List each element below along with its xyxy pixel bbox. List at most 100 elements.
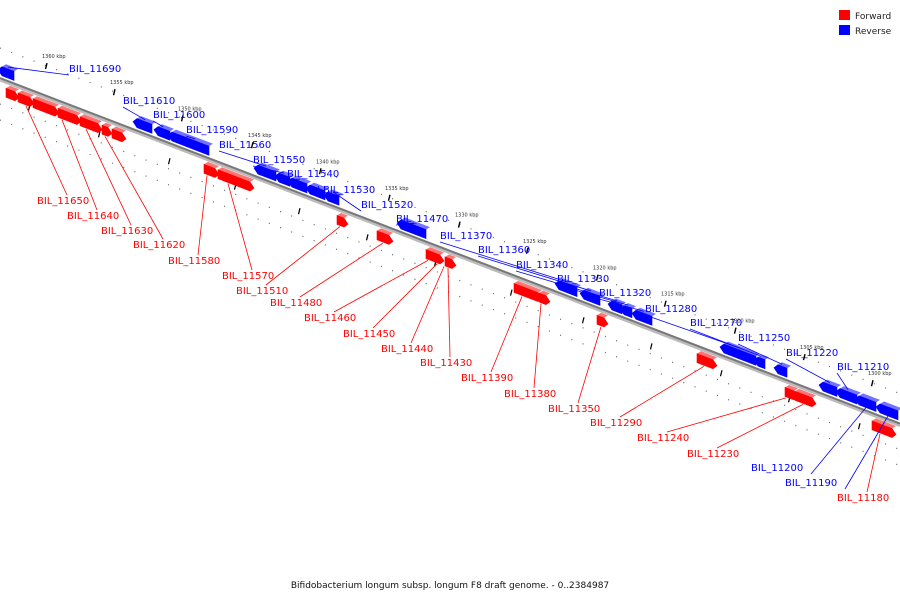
forward-gene-glyph — [425, 247, 445, 265]
leader-line — [317, 185, 324, 197]
forward-gene-label: BIL_11450 — [343, 329, 395, 340]
leader-line — [25, 105, 68, 196]
reverse-gene-label: BIL_11530 — [323, 185, 375, 196]
forward-gene-glyph — [444, 254, 457, 269]
kbp-label: 1355 kbp — [110, 80, 134, 86]
dotted-track — [0, 119, 900, 467]
reverse-gene-label: BIL_11280 — [645, 304, 697, 315]
labels-layer: BIL_11690 BIL_11610 BIL_11600 BIL_11590 BIL_… — [7, 64, 889, 504]
reverse-gene-label: BIL_11340 — [516, 260, 568, 271]
backbone-line — [0, 77, 900, 425]
forward-gene-glyph — [696, 351, 718, 370]
leader-line — [332, 191, 362, 212]
forward-gene-glyph — [5, 85, 20, 102]
leader-line — [598, 298, 645, 312]
forward-gene-glyph — [101, 122, 113, 137]
minor-tick — [857, 423, 861, 430]
kbp-tick — [870, 380, 874, 387]
minor-tick — [719, 370, 723, 377]
reverse-gene-label: BIL_11320 — [599, 288, 651, 299]
reverse-gene-label: BIL_11590 — [186, 125, 238, 136]
leader-line — [533, 303, 542, 389]
leader-line — [333, 260, 429, 313]
leader-line — [372, 263, 438, 329]
dotted-track — [0, 103, 900, 451]
minor-tick — [297, 208, 301, 215]
leader-line — [577, 326, 602, 404]
reverse-gene-label: BIL_11270 — [690, 318, 742, 329]
genes-layer — [0, 64, 900, 438]
kbp-tick — [733, 327, 737, 334]
legend-reverse-swatch — [839, 25, 850, 35]
reverse-gene-label: BIL_11470 — [396, 214, 448, 225]
reverse-gene-label: BIL_11600 — [153, 110, 205, 121]
kbp-label: 1345 kbp — [248, 133, 272, 139]
leader-line — [227, 183, 253, 271]
forward-gene-label: BIL_11650 — [37, 196, 89, 207]
forward-gene-label: BIL_11290 — [590, 418, 642, 429]
kbp-tick — [112, 88, 116, 96]
leader-line — [395, 222, 415, 226]
minor-tick — [167, 158, 171, 165]
leader-line — [122, 106, 146, 121]
leader-line — [689, 328, 762, 357]
forward-gene-glyph — [111, 126, 127, 143]
reverse-gene-label: BIL_11220 — [786, 348, 838, 359]
reverse-gene-label: BIL_11250 — [738, 333, 790, 344]
forward-gene-glyph — [57, 105, 82, 125]
kbp-tick — [44, 62, 48, 70]
forward-gene-glyph — [79, 114, 103, 133]
forward-gene-glyph — [794, 388, 817, 408]
minor-tick — [649, 343, 653, 350]
kbp-tick — [802, 353, 806, 361]
leader-line — [410, 266, 445, 344]
leader-line — [286, 178, 301, 181]
gene-bil-11690 — [0, 64, 18, 81]
leader-line — [185, 135, 196, 140]
forward-gene-glyph — [376, 228, 394, 245]
kbp-label: 1340 kbp — [316, 159, 340, 165]
forward-gene-glyph — [203, 161, 220, 178]
legend: Forward Reverse — [839, 10, 892, 37]
forward-gene-glyph — [17, 90, 35, 107]
reverse-gene-label: BIL_11210 — [837, 362, 889, 373]
minor-tick — [97, 131, 101, 138]
leader-line — [737, 343, 783, 365]
forward-gene-label: BIL_11230 — [687, 449, 739, 460]
reverse-gene-label: BIL_11360 — [478, 245, 530, 256]
forward-gene-label: BIL_11510 — [236, 286, 288, 297]
legend-forward-swatch — [839, 10, 850, 20]
forward-gene-label: BIL_11390 — [461, 373, 513, 384]
kbp-tick — [318, 168, 322, 175]
kbp-label: 1350 kbp — [178, 106, 202, 112]
leader-line — [265, 226, 341, 286]
leader-line — [644, 314, 741, 349]
forward-gene-label: BIL_11180 — [837, 493, 889, 504]
leader-line — [439, 241, 569, 283]
forward-gene-label: BIL_11460 — [304, 313, 356, 324]
kbp-tick — [457, 221, 461, 228]
forward-gene-glyph — [217, 167, 255, 192]
kbp-tick — [663, 300, 667, 307]
leader-line — [515, 270, 618, 302]
leader-line — [218, 150, 267, 167]
kbp-label: 1315 kbp — [661, 292, 685, 298]
gene-bil-11250 — [773, 362, 791, 378]
reverse-gene-label: BIL_11190 — [785, 478, 837, 489]
genome-caption: Bifidobacterium longum subsp. longum F8 … — [291, 581, 609, 591]
leader-line — [785, 358, 831, 384]
legend-forward-label: Forward — [855, 12, 891, 22]
legend-reverse-label: Reverse — [855, 27, 892, 37]
kbp-tick — [387, 194, 391, 201]
forward-gene-label: BIL_11630 — [101, 226, 153, 237]
leader-line — [252, 165, 285, 174]
leader-line — [7, 66, 70, 76]
leader-line — [152, 120, 164, 127]
leader-line — [477, 255, 592, 292]
forward-gene-glyph — [596, 312, 609, 328]
leader-line — [104, 136, 164, 240]
leader-line — [197, 175, 208, 256]
leader-line — [61, 119, 98, 211]
